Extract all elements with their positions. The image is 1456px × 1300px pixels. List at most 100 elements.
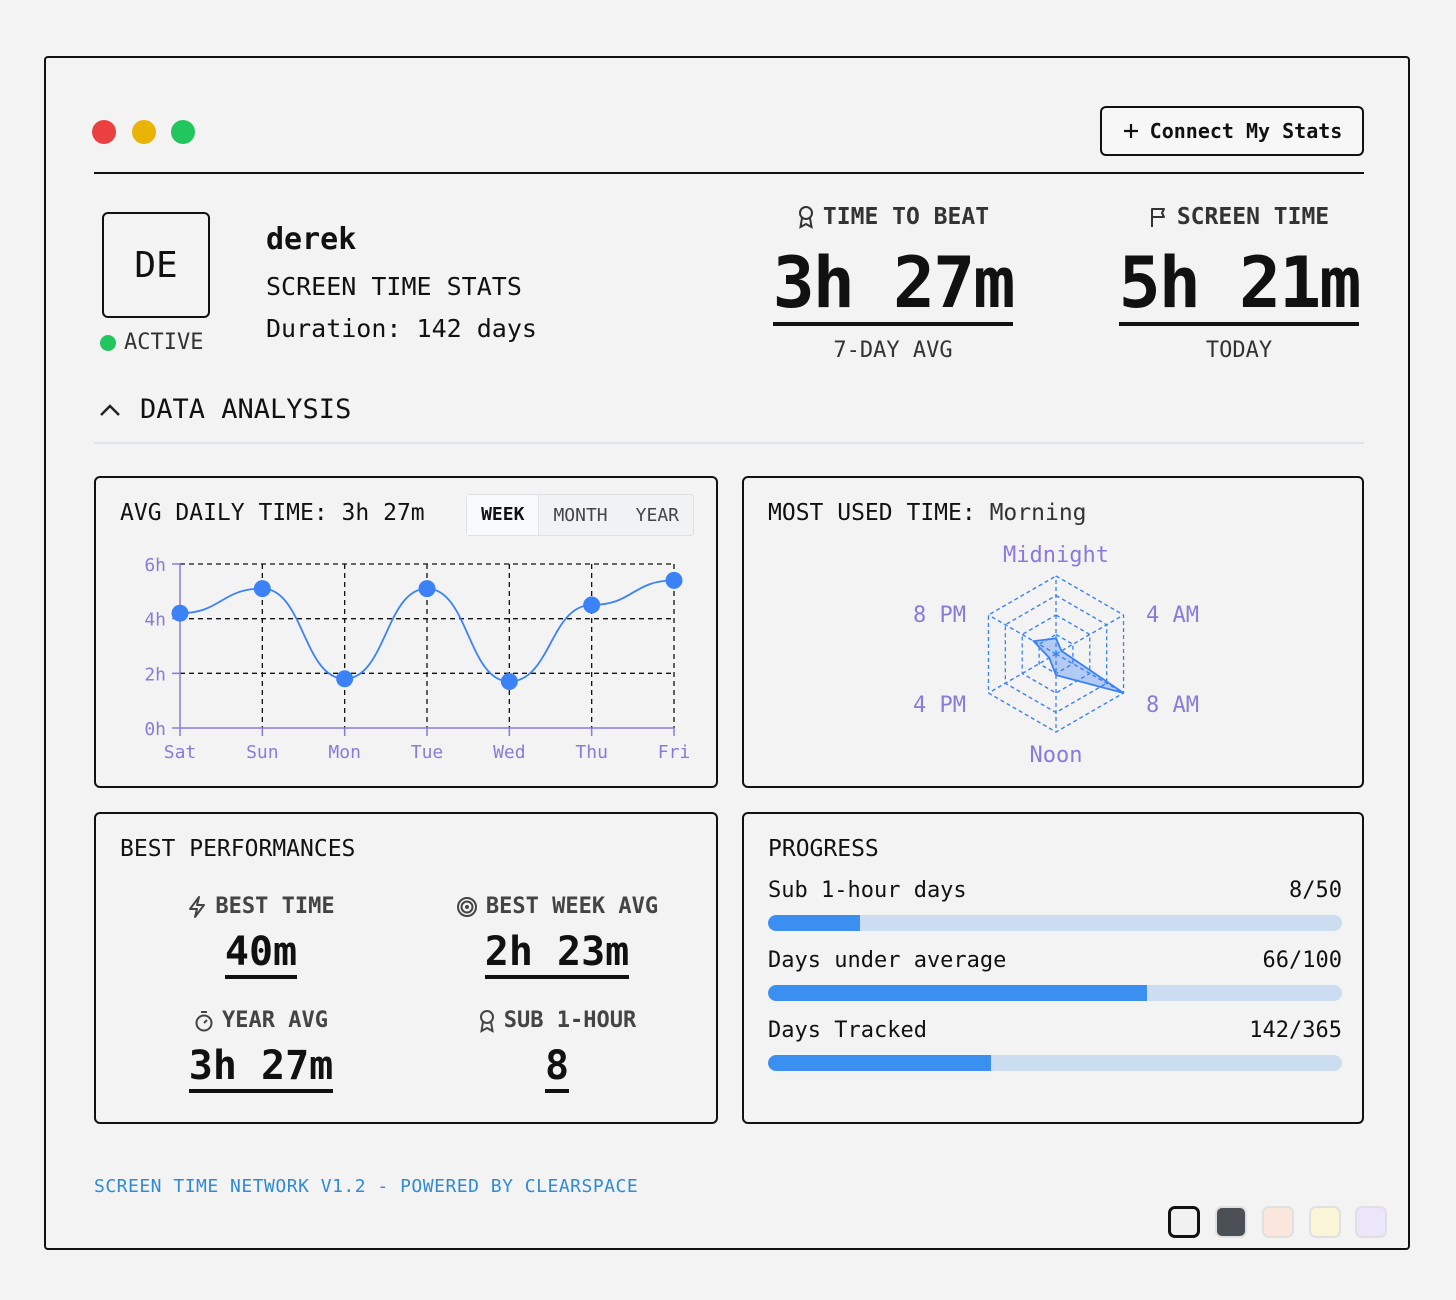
progress-row-label: Sub 1-hour days xyxy=(768,878,967,903)
data-analysis-toggle[interactable]: DATA ANALYSIS xyxy=(98,394,351,425)
most-used-time-card: MOST USED TIME: Morning Midnight 4 AM 8 AM… xyxy=(742,476,1364,788)
avg-daily-time-card: AVG DAILY TIME: 3h 27m WEEK MONTH YEAR 0… xyxy=(94,476,718,788)
data-point xyxy=(500,673,518,691)
connect-stats-label: Connect My Stats xyxy=(1149,119,1343,143)
radar-axis-label: 4 AM xyxy=(1146,603,1199,628)
screen-time-value: 5h 21m xyxy=(1118,242,1361,326)
radar-data-area xyxy=(1031,637,1125,694)
target-icon xyxy=(456,896,477,917)
sub-1-hour-value: 8 xyxy=(544,1045,570,1093)
timer-icon xyxy=(195,1010,213,1031)
year-avg-stat: YEAR AVG 3h 27m xyxy=(136,1008,386,1093)
data-point xyxy=(253,580,271,598)
time-to-beat-stat: TIME TO BEAT 3h 27m 7-DAY AVG xyxy=(762,204,1024,363)
x-tick-label: Thu xyxy=(575,742,608,763)
data-point xyxy=(336,670,354,688)
flag-icon xyxy=(1150,208,1165,227)
minimize-window-button[interactable] xyxy=(132,120,156,144)
best-week-avg-stat: BEST WEEK AVG 2h 23m xyxy=(432,894,682,979)
progress-bar-fill xyxy=(768,1055,992,1071)
radar-axis-label: 8 AM xyxy=(1146,693,1199,718)
progress-card: PROGRESS Sub 1-hour days 8/50 Days under… xyxy=(742,812,1364,1124)
theme-swatch-light[interactable] xyxy=(1168,1206,1200,1238)
tab-year[interactable]: YEAR xyxy=(635,504,679,526)
x-tick-label: Sun xyxy=(246,742,279,763)
progress-bar-fill xyxy=(768,985,1147,1001)
progress-bar xyxy=(768,1055,1342,1071)
y-tick-label: 0h xyxy=(144,719,166,740)
status-dot xyxy=(100,334,116,351)
progress-row: Days Tracked 142/365 xyxy=(768,1018,1342,1071)
app-window: Connect My Stats DE ACTIVE derek SCREEN … xyxy=(44,56,1410,1250)
theme-swatch-cream[interactable] xyxy=(1309,1206,1341,1238)
data-point xyxy=(418,580,436,598)
screen-time-stat: SCREEN TIME 5h 21m TODAY xyxy=(1108,204,1370,363)
time-to-beat-label: TIME TO BEAT xyxy=(822,204,990,230)
sub-1-hour-label: SUB 1-HOUR xyxy=(503,1008,637,1033)
year-avg-label: YEAR AVG xyxy=(222,1008,328,1033)
user-subtitle: SCREEN TIME STATS xyxy=(266,272,522,301)
lightning-icon xyxy=(189,895,206,918)
usage-radar-chart: Midnight 4 AM 8 AM Noon 4 PM 8 PM xyxy=(913,543,1199,768)
data-point xyxy=(171,604,189,622)
avatar: DE xyxy=(102,212,210,318)
radar-axis-label: Midnight xyxy=(1003,543,1109,568)
best-time-label: BEST TIME xyxy=(215,894,335,919)
radar-axis-label: 8 PM xyxy=(913,603,966,628)
best-week-avg-label: BEST WEEK AVG xyxy=(485,894,659,919)
progress-row: Sub 1-hour days 8/50 xyxy=(768,878,1342,931)
progress-bar xyxy=(768,915,1342,931)
most-used-time-title: MOST USED TIME: Morning xyxy=(768,500,1087,526)
y-tick-label: 2h xyxy=(144,664,166,685)
theme-swatch-dark[interactable] xyxy=(1215,1206,1247,1238)
screen-time-foot: TODAY xyxy=(1205,338,1273,363)
progress-row-label: Days Tracked xyxy=(768,1018,927,1043)
connect-stats-button[interactable]: Connect My Stats xyxy=(1100,106,1364,156)
progress-bar xyxy=(768,985,1342,1001)
tab-week[interactable]: WEEK xyxy=(467,495,540,535)
y-tick-label: 6h xyxy=(144,555,166,576)
data-point xyxy=(583,596,601,614)
best-performances-card: BEST PERFORMANCES BEST TIME 40m BEST WEE… xyxy=(94,812,718,1124)
progress-bar-fill xyxy=(768,915,860,931)
close-window-button[interactable] xyxy=(92,120,116,144)
section-divider xyxy=(94,442,1364,444)
radar-axis-label: 4 PM xyxy=(913,693,966,718)
theme-swatch-lavender[interactable] xyxy=(1355,1206,1387,1238)
progress-row-value: 66/100 xyxy=(1262,948,1342,973)
award-icon xyxy=(479,1009,494,1033)
y-tick-label: 4h xyxy=(144,610,166,631)
x-tick-label: Mon xyxy=(328,742,361,763)
sub-1-hour-stat: SUB 1-HOUR 8 xyxy=(432,1008,682,1093)
status-indicator: ACTIVE xyxy=(100,330,203,355)
period-tabs: WEEK MONTH YEAR xyxy=(466,494,694,536)
year-avg-value: 3h 27m xyxy=(188,1045,334,1093)
best-performances-title: BEST PERFORMANCES xyxy=(120,836,356,862)
user-name: derek xyxy=(266,222,357,257)
user-duration: Duration: 142 days xyxy=(266,314,537,343)
most-used-time-prefix: MOST USED TIME: xyxy=(768,500,976,526)
time-to-beat-value: 3h 27m xyxy=(772,242,1015,326)
data-analysis-label: DATA ANALYSIS xyxy=(140,394,352,425)
theme-swatch-peach[interactable] xyxy=(1262,1206,1294,1238)
radar-axis-label: Noon xyxy=(1030,743,1083,768)
progress-row-value: 142/365 xyxy=(1249,1018,1342,1043)
award-icon xyxy=(798,206,813,229)
x-tick-label: Fri xyxy=(658,742,691,763)
footer-credit: SCREEN TIME NETWORK V1.2 - POWERED BY CL… xyxy=(94,1176,639,1197)
progress-row-value: 8/50 xyxy=(1289,878,1342,903)
best-time-stat: BEST TIME 40m xyxy=(136,894,386,979)
daily-time-line-chart: 0h 2h 4h 6h Sat Sun Mon Tue Wed Thu Fri xyxy=(144,555,691,763)
avatar-initials: DE xyxy=(134,244,178,286)
best-time-value: 40m xyxy=(224,931,298,979)
maximize-window-button[interactable] xyxy=(171,120,195,144)
plus-icon xyxy=(1123,124,1138,138)
x-tick-label: Tue xyxy=(411,742,444,763)
header-divider xyxy=(94,172,1364,174)
status-label: ACTIVE xyxy=(124,330,204,355)
tab-month[interactable]: MONTH xyxy=(553,504,608,526)
chevron-up-icon xyxy=(100,403,120,416)
best-week-avg-value: 2h 23m xyxy=(484,931,630,979)
avg-daily-time-title: AVG DAILY TIME: 3h 27m xyxy=(120,500,425,526)
x-tick-label: Wed xyxy=(493,742,526,763)
